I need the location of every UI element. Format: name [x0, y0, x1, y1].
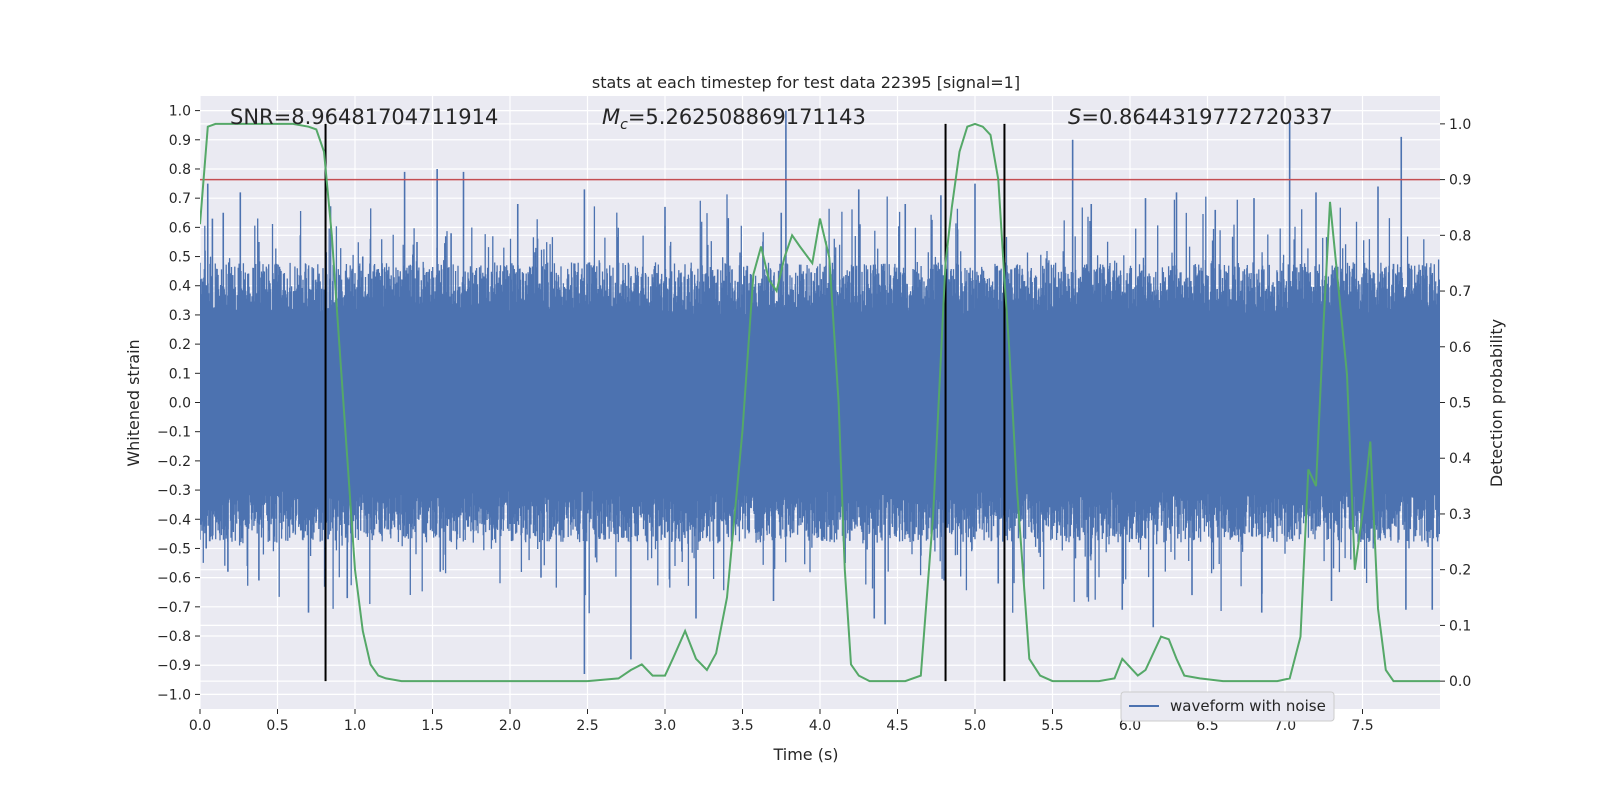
x-tick-label: 7.5 — [1351, 718, 1373, 734]
right-y-axis-ticks: 1.0 0.9 0.8 0.7 0.6 0.5 0.4 0.3 0.2 0.1 0.0 — [1440, 117, 1471, 690]
legend: waveform with noise — [1120, 691, 1335, 722]
s-annotation: S=0.8644319772720337 — [1068, 105, 1333, 129]
y-tick-label: −0.5 — [157, 541, 191, 557]
waveform-core — [200, 323, 1440, 482]
x-tick-label: 6.0 — [1119, 718, 1141, 734]
x-tick-label: 7.0 — [1274, 718, 1296, 734]
right-y-tick-label: 0.4 — [1449, 451, 1471, 467]
y-tick-label: 0.2 — [169, 337, 191, 353]
right-y-tick-label: 0.6 — [1449, 340, 1471, 356]
right-y-tick-label: 0.0 — [1449, 674, 1471, 690]
waveform-series — [200, 110, 1440, 674]
right-y-tick-label: 0.1 — [1449, 618, 1471, 634]
chirp-mass-subscript: c — [620, 117, 628, 133]
right-y-tick-label: 0.3 — [1449, 507, 1471, 523]
x-tick-label: 4.5 — [886, 718, 908, 734]
chirp-mass-value: =5.262508869171143 — [628, 105, 866, 129]
s-value: =0.8644319772720337 — [1081, 105, 1332, 129]
x-tick-label: 3.0 — [654, 718, 676, 734]
chirp-mass-symbol: M — [602, 105, 620, 129]
x-axis-ticks: 0.0 0.5 1.0 1.5 2.0 2.5 3.0 3.5 4.0 4.5 5.0 5.5 6.0 6… — [189, 709, 1374, 734]
vertical-markers — [324, 123, 1006, 682]
chirp-mass-annotation: Mc=5.262508869171143 — [602, 105, 866, 133]
x-tick-label: 1.5 — [421, 718, 443, 734]
snr-annotation: SNR=8.96481704711914 — [230, 105, 498, 129]
y-tick-label: 0.9 — [169, 133, 191, 149]
y-tick-label: 0.6 — [169, 220, 191, 236]
x-tick-label: 6.5 — [1196, 718, 1218, 734]
x-tick-label: 5.0 — [964, 718, 986, 734]
y-tick-label: 0.3 — [169, 308, 191, 324]
left-y-axis-label: Whitened strain — [124, 339, 143, 466]
right-y-tick-label: 0.9 — [1449, 173, 1471, 189]
detection-probability-line — [200, 122, 1440, 683]
legend-label: waveform with noise — [1170, 697, 1326, 715]
y-tick-label: −0.8 — [157, 629, 191, 645]
y-tick-label: 0.7 — [169, 191, 191, 207]
y-tick-label: −0.9 — [157, 658, 191, 674]
y-tick-label: −0.3 — [157, 483, 191, 499]
y-tick-label: −1.0 — [157, 687, 191, 703]
y-tick-label: −0.4 — [157, 512, 191, 528]
x-tick-label: 0.5 — [266, 718, 288, 734]
right-y-tick-label: 0.7 — [1449, 284, 1471, 300]
x-axis-label: Time (s) — [772, 745, 838, 764]
y-tick-label: 0.0 — [169, 396, 191, 412]
y-tick-label: 1.0 — [169, 104, 191, 120]
x-tick-label: 3.5 — [731, 718, 753, 734]
right-y-tick-label: 0.8 — [1449, 228, 1471, 244]
right-y-tick-label: 1.0 — [1449, 117, 1471, 133]
x-tick-label: 2.0 — [499, 718, 521, 734]
x-tick-label: 4.0 — [809, 718, 831, 734]
y-tick-label: 0.8 — [169, 162, 191, 178]
s-symbol: S — [1068, 105, 1081, 129]
y-tick-label: −0.1 — [157, 425, 191, 441]
right-y-tick-label: 0.5 — [1449, 396, 1471, 412]
x-tick-label: 1.0 — [344, 718, 366, 734]
y-tick-label: −0.7 — [157, 600, 191, 616]
y-tick-label: −0.6 — [157, 571, 191, 587]
legend-box — [1120, 691, 1335, 722]
y-tick-label: 0.4 — [169, 279, 191, 295]
x-tick-label: 2.5 — [576, 718, 598, 734]
right-y-tick-label: 0.2 — [1449, 563, 1471, 579]
right-y-axis-label: Detection probability — [1487, 319, 1506, 487]
x-tick-label: 0.0 — [189, 718, 211, 734]
x-tick-label: 5.5 — [1041, 718, 1063, 734]
left-y-axis-ticks: 1.0 0.9 0.8 0.7 0.6 0.5 0.4 0.3 0.2 0.1 0.0 −0.1 −0.… — [157, 104, 200, 703]
chart-title: stats at each timestep for test data 223… — [592, 73, 1020, 92]
y-tick-label: −0.2 — [157, 454, 191, 470]
y-tick-label: 0.5 — [169, 250, 191, 266]
y-tick-label: 0.1 — [169, 366, 191, 382]
